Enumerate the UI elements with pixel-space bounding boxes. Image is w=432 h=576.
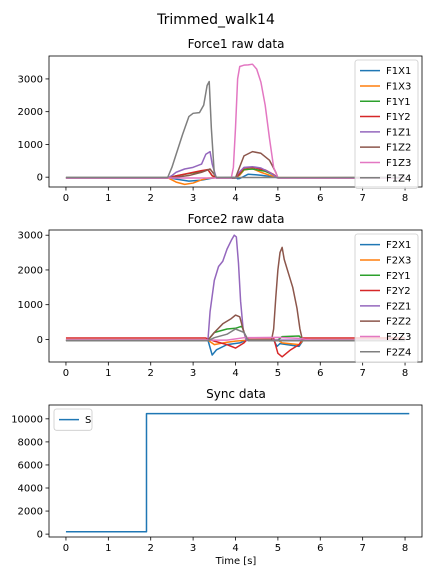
series-line-f2z4	[65, 328, 406, 342]
series-line-f1z3	[65, 63, 406, 179]
force2-xtick-label: 8	[402, 368, 408, 379]
force2-xtick-label: 2	[148, 368, 154, 379]
force2-ytick-label: 3000	[18, 231, 43, 242]
legend-label-f1z4: F1Z4	[386, 173, 411, 184]
series-line-f1z4	[65, 80, 406, 179]
force1-ytick-label: 0	[37, 173, 43, 184]
sync-ytick-label: 0	[37, 530, 43, 541]
sync-xtick-label: 4	[232, 543, 238, 554]
force1-axes: Force1 raw data 0 1 2 3 4 5 6 7 8 0 1000 2000 3000 F1…	[18, 37, 423, 204]
sync-xtick-label: 3	[190, 543, 196, 554]
legend-label-f1x1: F1X1	[386, 66, 411, 77]
legend-label-f2x3: F2X3	[386, 255, 411, 266]
force2-axes: Force2 raw data 0 1 2 3 4 5 6 7 8 0 1000 2000 3000 F2…	[18, 212, 423, 379]
series-line-f2z1	[65, 234, 406, 341]
legend-label-f1x3: F1X3	[386, 81, 411, 92]
series-line-f2z2	[65, 246, 406, 341]
force1-xtick-label: 6	[317, 193, 323, 204]
sync-xtick-label: 0	[63, 543, 69, 554]
sync-xlabel: Time [s]	[215, 556, 257, 567]
sync-title: Sync data	[206, 387, 266, 401]
legend-label-f1y2: F1Y2	[386, 112, 411, 123]
legend-label-f1z1: F1Z1	[386, 127, 411, 138]
force2-xtick-label: 5	[275, 368, 281, 379]
force2-xtick-label: 4	[232, 368, 238, 379]
sync-plot-area	[65, 412, 410, 533]
sync-xtick-label: 5	[275, 543, 281, 554]
force1-xtick-label: 2	[148, 193, 154, 204]
force1-xtick-label: 1	[105, 193, 111, 204]
sync-ytick-label: 4000	[18, 484, 43, 495]
figure-suptitle: Trimmed_walk14	[156, 12, 275, 28]
sync-ytick-label: 8000	[18, 437, 43, 448]
force2-ytick-label: 2000	[18, 265, 43, 276]
legend-label-f2x1: F2X1	[386, 240, 411, 251]
force1-plot-area	[65, 63, 406, 186]
legend-label-f2z1: F2Z1	[386, 301, 411, 312]
force2-xtick-label: 1	[105, 368, 111, 379]
force1-xtick-label: 3	[190, 193, 196, 204]
force1-xtick-label: 0	[63, 193, 69, 204]
force2-title: Force2 raw data	[188, 212, 285, 226]
sync-ytick-label: 2000	[18, 507, 43, 518]
force2-xtick-label: 0	[63, 368, 69, 379]
series-line-s	[65, 412, 410, 533]
force2-legend-box	[354, 233, 419, 363]
sync-xtick-label: 8	[402, 543, 408, 554]
sync-legend: S	[53, 408, 93, 431]
legend-label-f2y2: F2Y2	[386, 286, 411, 297]
force1-legend-box	[354, 59, 419, 189]
sync-xtick-label: 2	[148, 543, 154, 554]
legend-label-s: S	[85, 415, 91, 426]
force2-xtick-label: 7	[359, 368, 365, 379]
sync-ytick-label: 6000	[18, 460, 43, 471]
sync-axes: Sync data Time [s] 0 1 2 3 4 5 6 7 8 0 2000 4000 600…	[11, 387, 423, 567]
legend-label-f1z3: F1Z3	[386, 158, 411, 169]
sync-xtick-label: 7	[359, 543, 365, 554]
force1-ytick-label: 3000	[18, 74, 43, 85]
force1-xtick-label: 5	[275, 193, 281, 204]
sync-xtick-label: 6	[317, 543, 323, 554]
force1-ytick-label: 2000	[18, 107, 43, 118]
legend-label-f2z4: F2Z4	[386, 347, 411, 358]
force1-ytick-label: 1000	[18, 140, 43, 151]
force1-title: Force1 raw data	[188, 37, 285, 51]
force1-xtick-label: 7	[359, 193, 365, 204]
force1-xtick-label: 8	[402, 193, 408, 204]
force2-legend: F2X1 F2X3 F2Y1 F2Y2 F2Z1 F2Z2 F2Z3 F2Z4	[354, 233, 419, 363]
force1-xtick-label: 4	[232, 193, 238, 204]
legend-label-f2y1: F2Y1	[386, 271, 411, 282]
force2-ytick-label: 0	[37, 335, 43, 346]
force1-legend: F1X1 F1X3 F1Y1 F1Y2 F1Z1 F1Z2 F1Z3 F1Z4	[354, 59, 419, 189]
force2-xtick-label: 6	[317, 368, 323, 379]
legend-label-f1y1: F1Y1	[386, 97, 411, 108]
sync-ytick-label: 10000	[11, 414, 43, 425]
legend-label-f1z2: F1Z2	[386, 143, 411, 154]
force2-ytick-label: 1000	[18, 300, 43, 311]
force2-xtick-label: 3	[190, 368, 196, 379]
series-line-f1z1	[65, 150, 406, 179]
force2-plot-area	[65, 234, 406, 358]
legend-label-f2z3: F2Z3	[386, 332, 411, 343]
sync-xtick-label: 1	[105, 543, 111, 554]
legend-label-f2z2: F2Z2	[386, 317, 411, 328]
